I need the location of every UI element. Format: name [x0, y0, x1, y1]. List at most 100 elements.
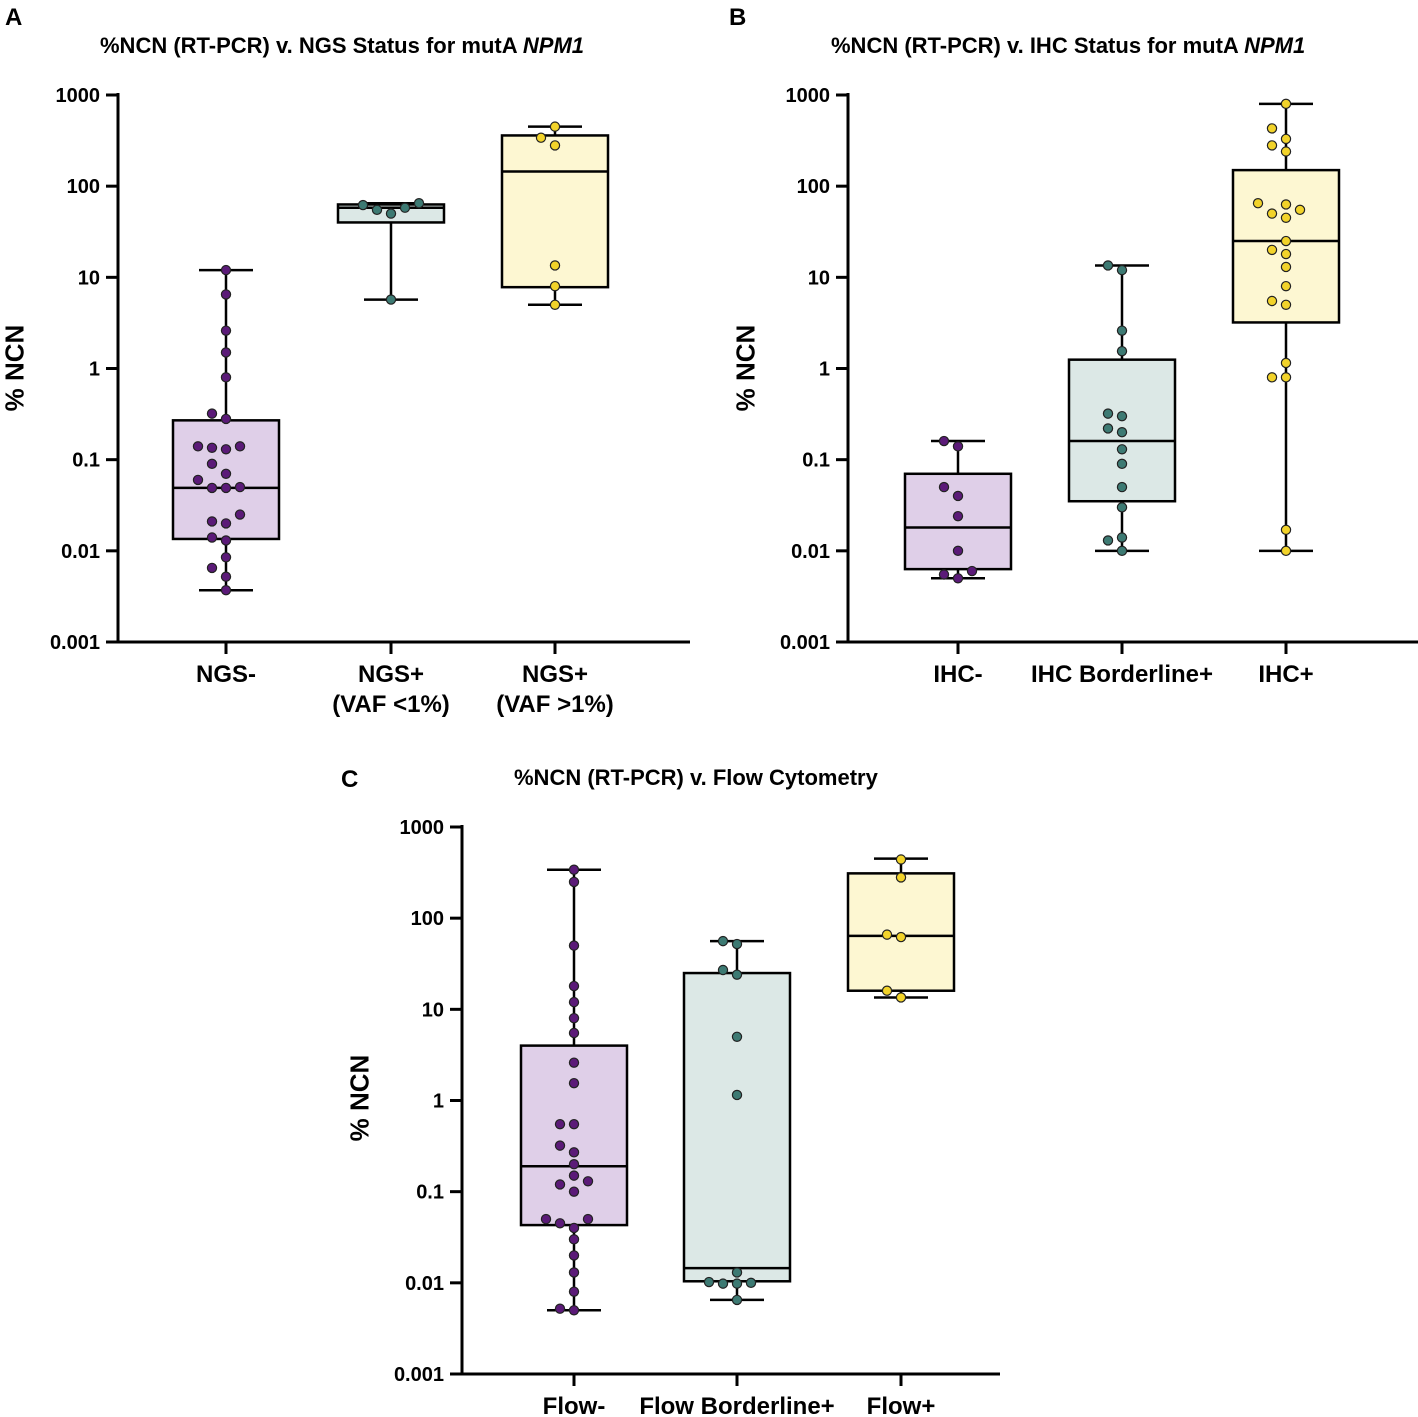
panel-b-group-3-data-point: [1266, 123, 1278, 134]
panel-c-group-2-data-point: [731, 969, 743, 980]
panel-a-group-3-data-point: [549, 121, 561, 132]
panel-c-group-1-data-point: [554, 1140, 566, 1151]
panel-c-group-1-data-point: [568, 996, 580, 1008]
panel-a-group-3-data-point: [549, 280, 561, 292]
panel-a-y-tick-label: 0.001: [50, 632, 100, 654]
panel-c-title: %NCN (RT-PCR) v. Flow Cytometry: [514, 765, 878, 791]
panel-b-group-3-data-point: [1280, 146, 1292, 157]
panel-c-group-1-data-point: [568, 1305, 580, 1316]
panel-c-group-1-box: [519, 1044, 629, 1227]
panel-a-group-1-data-point: [220, 325, 232, 336]
panel-c-group-1-data-point: [554, 1179, 566, 1190]
panel-a-y-tick-label: 0.1: [72, 450, 100, 472]
panel-a-group-2-category-label: (VAF <1%): [332, 691, 450, 718]
panel-a-group-2-data-point: [413, 198, 425, 209]
panel-a-group-1-data-point: [220, 372, 232, 383]
panel-letter-b: B: [729, 4, 747, 31]
panel-a-group-3-data-point: [535, 132, 547, 143]
panel-c-title-text: %NCN (RT-PCR) v. Flow Cytometry: [514, 765, 878, 790]
panel-b-group-3-data-point: [1280, 133, 1292, 145]
panel-c-group-1-data-point: [568, 940, 580, 951]
panel-a-group-1-data-point: [192, 441, 204, 452]
panel-c-group-1-data-point: [582, 1176, 594, 1187]
panel-b-group-3-data-point: [1280, 261, 1292, 273]
panel-a-group-1-data-point: [206, 408, 218, 419]
panel-a-group-1-data-point: [234, 441, 246, 452]
panel-b-group-3-data-point: [1280, 545, 1292, 557]
panel-c-group-1-data-point: [568, 1286, 580, 1297]
panel-b-group-2-data-point: [1116, 458, 1128, 470]
panel-a-group-2-data-point: [385, 208, 397, 219]
panel-a-title-gene: NPM1: [522, 33, 585, 58]
panel-c-group-2-box: [682, 971, 792, 1283]
panel-a-group-1-data-point: [220, 518, 232, 529]
panel-c-group-1-data-point: [568, 864, 580, 875]
panel-b-group-1-category-label: IHC-: [933, 661, 982, 688]
panel-b-group-2-data-point: [1102, 260, 1114, 271]
panel-b-group-2-data-point: [1102, 408, 1114, 419]
panel-a-group-1-data-point: [192, 474, 204, 486]
panel-a-group-1-data-point: [220, 552, 232, 563]
panel-a-group-1-data-point: [220, 482, 232, 494]
panel-a-group-1-data-point: [206, 442, 218, 453]
panel-c-group-3-data-point: [881, 929, 893, 940]
panel-c-group-1-data-point: [568, 1118, 580, 1130]
panel-b-group-2-data-point: [1116, 444, 1128, 455]
panel-a-y-tick-label: 100: [67, 176, 100, 198]
panel-a-group-1-data-point: [234, 509, 246, 520]
panel-c-group-2-data-point: [731, 1267, 743, 1278]
panel-b-group-3-data-point: [1280, 98, 1292, 110]
panel-b-group-1-data-point: [952, 490, 964, 502]
panel-a-y-tick-label: 1000: [56, 85, 101, 107]
panel-c-group-1-data-point: [568, 1222, 580, 1234]
panel-c-group-1-category-label: Flow-: [543, 1393, 606, 1417]
panel-a-y-tick-label: 1: [89, 359, 100, 381]
panel-c-group-1-data-point: [568, 1012, 580, 1024]
panel-b-group-3-data-point: [1252, 198, 1264, 209]
panel-letter-c: C: [341, 766, 359, 793]
panel-a-group-1-data-point: [206, 482, 218, 494]
panel-a-group-1-data-point: [234, 481, 246, 493]
panel-c-group-2-data-point: [731, 1089, 743, 1101]
panel-b-group-3-category-label: IHC+: [1258, 661, 1313, 688]
panel-c-group-2-data-point: [745, 1277, 757, 1289]
panel-a-title-text: %NCN (RT-PCR) v. NGS Status for mutA: [100, 33, 523, 58]
panel-a-group-2-data-point: [385, 294, 397, 305]
panel-b-y-tick-label: 0.01: [791, 541, 830, 563]
panel-c-group-1-data-point: [554, 1303, 566, 1314]
panel-c-group-3-data-point: [895, 931, 907, 943]
panel-b-group-3-data-point: [1280, 212, 1292, 223]
panel-c-group-1-data-point: [568, 1027, 580, 1039]
panel-c-group-3-data-point: [881, 985, 893, 996]
panel-b-group-2-data-point: [1116, 532, 1128, 543]
panel-a-group-1-data-point: [220, 289, 232, 300]
panel-a-title: %NCN (RT-PCR) v. NGS Status for mutA NPM…: [100, 33, 584, 59]
panel-b-group-3-box: [1231, 168, 1341, 324]
panel-b-y-tick-label: 0.1: [802, 450, 830, 472]
panel-b-group-2-data-point: [1116, 481, 1128, 493]
panel-c-group-1-data-point: [568, 1267, 580, 1278]
panel-a-group-3-category-label: (VAF >1%): [496, 691, 614, 718]
panel-b-group-3-data-point: [1280, 248, 1292, 260]
panel-a-group-2-data-point: [357, 199, 369, 211]
panel-c-group-1-data-point: [568, 1234, 580, 1245]
panel-c-group-2-category-label: Flow Borderline+: [639, 1393, 834, 1417]
panel-c-group-2-data-point: [731, 1031, 743, 1042]
panel-c-group-2-data-point: [731, 1278, 743, 1289]
panel-b-group-2-data-point: [1116, 325, 1128, 336]
panel-c-group-2-data-point: [717, 935, 729, 947]
panel-a-y-tick-label: 10: [78, 267, 100, 289]
panel-c-group-2-data-point: [717, 964, 729, 976]
panel-c-group-1-data-point: [568, 1170, 580, 1181]
panel-b-group-2-data-point: [1102, 423, 1114, 434]
panel-b-group-3-data-point: [1280, 524, 1292, 536]
panel-b-group-3-data-point: [1280, 280, 1292, 292]
panel-c-group-1-data-point: [568, 1250, 580, 1261]
panel-b-group-3-data-point: [1280, 299, 1292, 310]
panel-a-group-1-category-label: NGS-: [196, 661, 256, 688]
panel-b-group-3-data-point: [1266, 295, 1278, 307]
panel-b-group-3-data-point: [1266, 372, 1278, 383]
panel-c-group-1-data-point: [540, 1213, 552, 1225]
panel-a-group-1-data-point: [206, 532, 218, 543]
